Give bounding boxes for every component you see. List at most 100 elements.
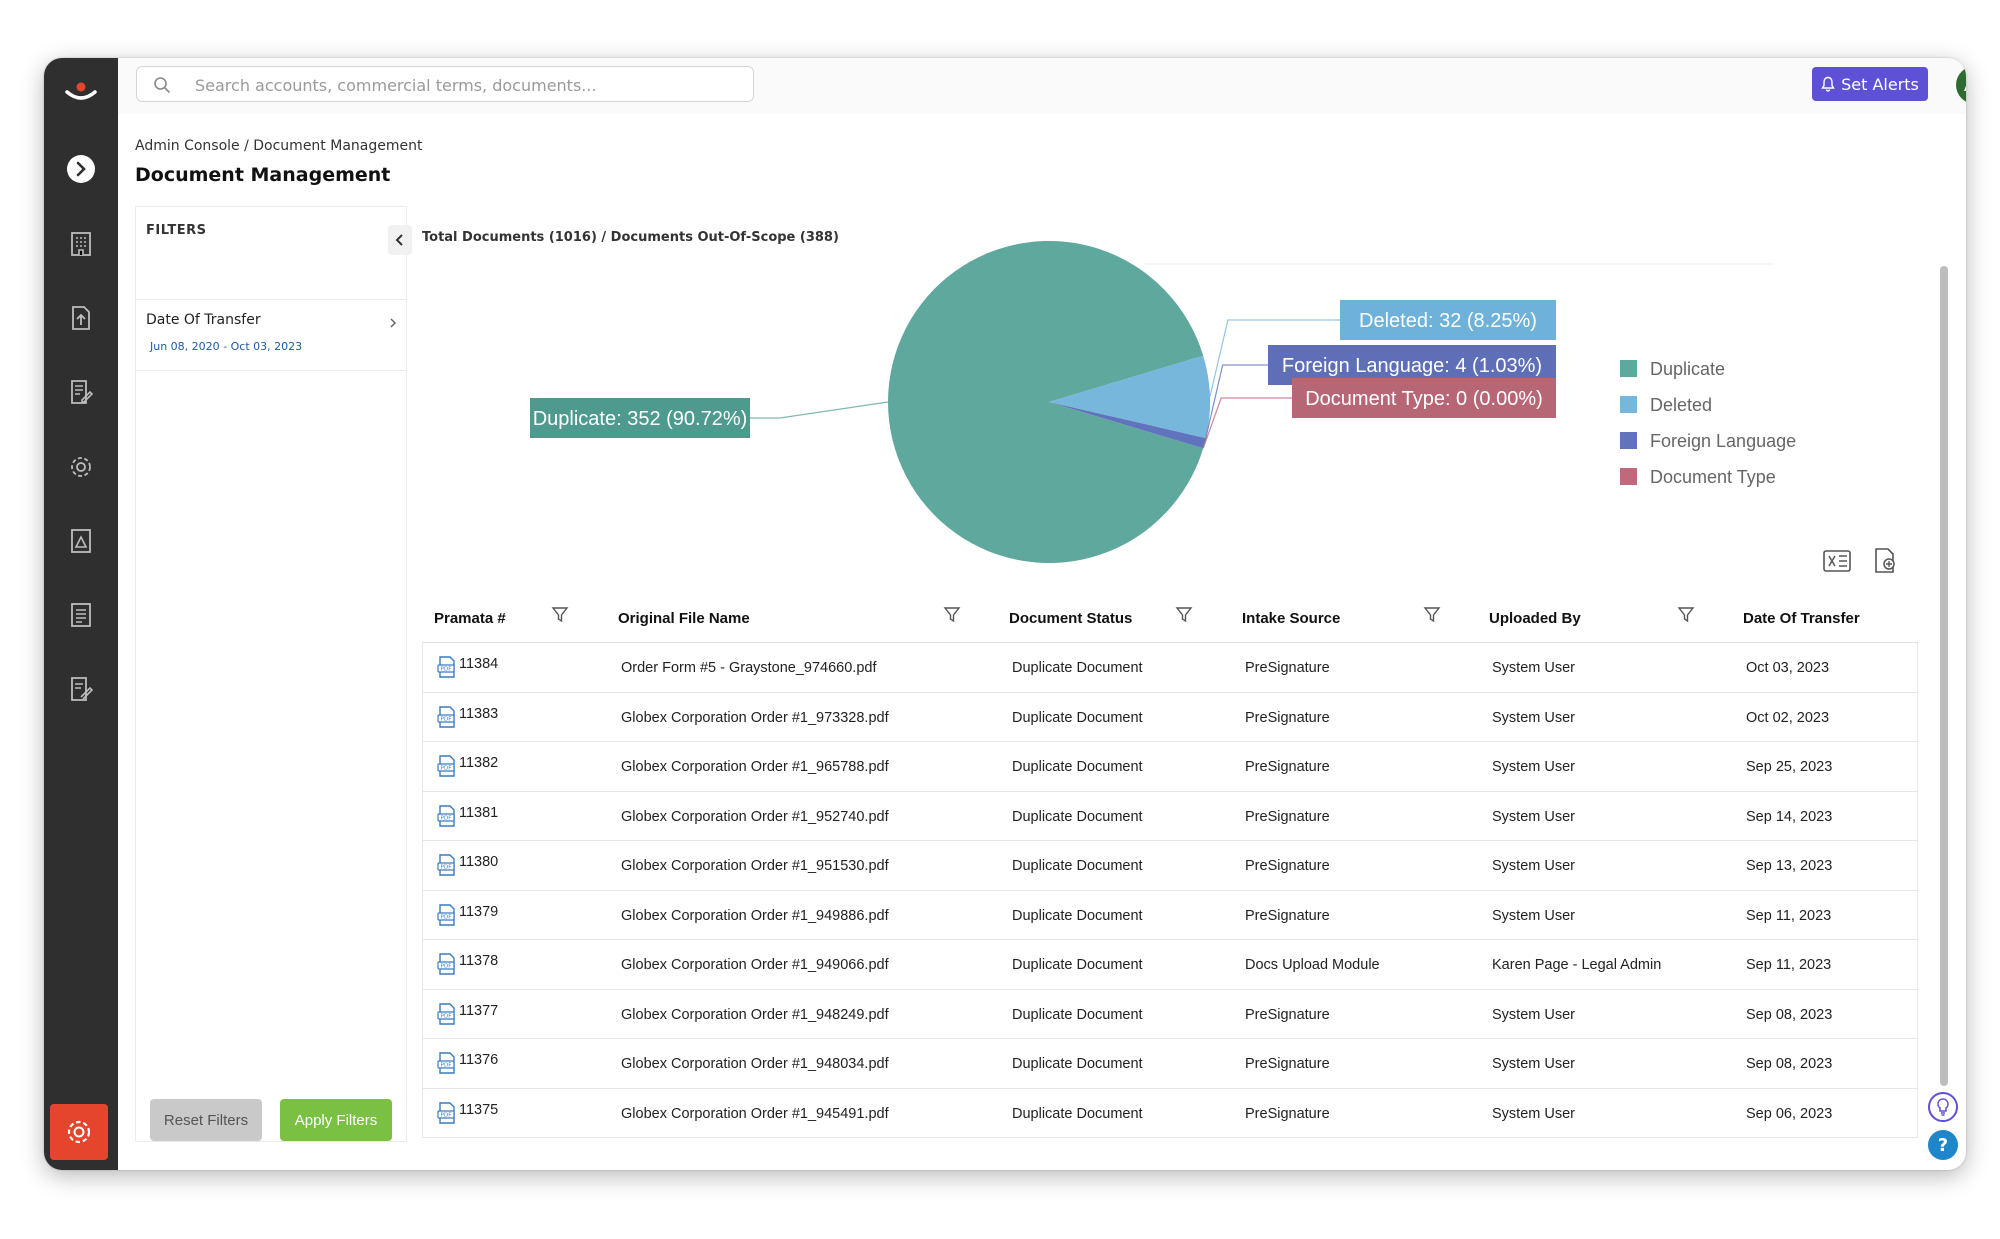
pdf-icon: PDF <box>437 953 455 975</box>
cell-uploaded-by: System User <box>1492 759 1575 775</box>
cell-document-status: Duplicate Document <box>1012 957 1143 973</box>
filter-icon[interactable] <box>943 606 961 624</box>
callout-line <box>750 401 889 419</box>
cell-file-name[interactable]: Globex Corporation Order #1_948249.pdf <box>621 1006 889 1023</box>
table-row[interactable]: PDF 11381 Globex Corporation Order #1_9527… <box>422 791 1918 841</box>
data-label: Duplicate: 352 (90.72%) <box>533 408 748 430</box>
cell-file-name[interactable]: Globex Corporation Order #1_973328.pdf <box>621 709 889 726</box>
data-label: Document Type: 0 (0.00%) <box>1305 388 1543 410</box>
sidebar <box>44 58 118 1170</box>
breadcrumb[interactable]: Admin Console / Document Management <box>135 138 423 154</box>
table-row[interactable]: PDF 11384 Order Form #5 - Graystone_974660… <box>422 643 1918 693</box>
data-label: Foreign Language: 4 (1.03%) <box>1282 355 1542 377</box>
table-row[interactable]: PDF 11378 Globex Corporation Order #1_9490… <box>422 940 1918 990</box>
cell-file-name[interactable]: Globex Corporation Order #1_949886.pdf <box>621 907 889 924</box>
pdf-icon: PDF <box>437 1002 455 1025</box>
document-list-icon[interactable] <box>44 591 118 639</box>
filter-date-of-transfer[interactable]: Date Of Transfer Jun 08, 2020 - Oct 03, … <box>136 299 406 371</box>
data-label-box <box>530 398 750 438</box>
help-icon[interactable]: ? <box>1928 1130 1958 1160</box>
cell-file-name[interactable]: Globex Corporation Order #1_952740.pdf <box>621 808 889 825</box>
table-row[interactable]: PDF 11382 Globex Corporation Order #1_9657… <box>422 742 1918 792</box>
table-row[interactable]: PDF 11376 Globex Corporation Order #1_9480… <box>422 1039 1918 1089</box>
expand-sidebar-button[interactable] <box>44 145 118 193</box>
svg-text:PDF: PDF <box>441 766 452 772</box>
building-icon[interactable] <box>44 220 118 268</box>
cell-pramata-id: 11381 <box>459 804 499 821</box>
legend-label: Duplicate <box>1650 359 1725 379</box>
cell-file-name[interactable]: Globex Corporation Order #1_948034.pdf <box>621 1056 889 1072</box>
cell-document-status: Duplicate Document <box>1012 808 1143 825</box>
filter-icon[interactable] <box>551 606 569 624</box>
cell-intake-source: PreSignature <box>1245 1006 1330 1023</box>
vertical-scrollbar[interactable] <box>1940 266 1948 1086</box>
svg-text:PDF: PDF <box>441 1063 452 1069</box>
table-row[interactable]: PDF 11383 Globex Corporation Order #1_9733… <box>422 692 1918 742</box>
collapse-filters-button[interactable] <box>388 225 412 255</box>
cell-uploaded-by: System User <box>1492 858 1575 874</box>
cell-file-name[interactable]: Order Form #5 - Graystone_974660.pdf <box>621 660 877 676</box>
cell-date-of-transfer: Sep 08, 2023 <box>1746 1006 1833 1023</box>
bell-icon <box>1821 76 1835 92</box>
filter-icon[interactable] <box>1423 606 1441 624</box>
pdf-icon: PDF <box>437 903 455 926</box>
apply-filters-button[interactable]: Apply Filters <box>280 1099 392 1141</box>
search-input[interactable] <box>193 67 737 103</box>
report-document-icon[interactable] <box>44 517 118 565</box>
cell-uploaded-by: System User <box>1492 1006 1575 1023</box>
cell-file-name[interactable]: Globex Corporation Order #1_965788.pdf <box>621 759 889 775</box>
cell-file-name[interactable]: Globex Corporation Order #1_949066.pdf <box>621 957 889 973</box>
column-header-date-of-transfer[interactable]: Date Of Transfer <box>1743 610 1860 627</box>
callout-line <box>1204 364 1268 444</box>
pdf-icon: PDF <box>437 804 455 827</box>
top-bar: Set Alerts AA <box>118 58 1966 114</box>
pdf-icon: PDF <box>437 705 455 728</box>
signature-document-icon[interactable] <box>44 665 118 713</box>
filter-icon[interactable] <box>1175 606 1193 624</box>
callout-line <box>1202 397 1292 449</box>
cell-document-status: Duplicate Document <box>1012 660 1143 676</box>
avatar[interactable]: AA <box>1956 66 1966 104</box>
cell-document-status: Duplicate Document <box>1012 759 1143 775</box>
cell-document-status: Duplicate Document <box>1012 1105 1143 1122</box>
export-document-icon[interactable] <box>1868 544 1902 578</box>
pdf-icon: PDF <box>437 1052 455 1074</box>
chevron-right-icon <box>67 155 95 183</box>
table-row[interactable]: PDF 11375 Globex Corporation Order #1_9454… <box>422 1088 1918 1138</box>
cell-uploaded-by: System User <box>1492 1105 1575 1122</box>
admin-settings-button[interactable] <box>50 1104 108 1160</box>
pie-slice-deleted <box>1049 355 1210 439</box>
export-excel-icon[interactable] <box>1820 544 1854 578</box>
table-row[interactable]: PDF 11380 Globex Corporation Order #1_9515… <box>422 841 1918 891</box>
reset-filters-button[interactable]: Reset Filters <box>150 1099 262 1141</box>
cell-file-name[interactable]: Globex Corporation Order #1_951530.pdf <box>621 858 889 874</box>
pie-slice-foreign-language <box>1049 402 1206 449</box>
settings-gear-icon[interactable] <box>44 443 118 491</box>
filters-title: FILTERS <box>146 223 207 238</box>
cell-file-name[interactable]: Globex Corporation Order #1_945491.pdf <box>621 1105 889 1122</box>
table-row[interactable]: PDF 11379 Globex Corporation Order #1_9498… <box>422 890 1918 940</box>
brand-logo[interactable] <box>44 68 118 116</box>
upload-document-icon[interactable] <box>44 294 118 342</box>
page-title: Document Management <box>135 164 391 186</box>
lightbulb-icon[interactable] <box>1928 1092 1958 1122</box>
search-box[interactable] <box>136 66 754 103</box>
column-header-uploaded-by[interactable]: Uploaded By <box>1489 610 1581 627</box>
cell-pramata-id: 11376 <box>459 1052 499 1068</box>
column-header-document-status[interactable]: Document Status <box>1009 610 1133 627</box>
table-row[interactable]: PDF 11377 Globex Corporation Order #1_9482… <box>422 989 1918 1039</box>
column-header-file-name[interactable]: Original File Name <box>618 610 750 627</box>
filter-icon[interactable] <box>1677 606 1695 624</box>
set-alerts-button[interactable]: Set Alerts <box>1812 67 1928 101</box>
cell-date-of-transfer: Sep 06, 2023 <box>1746 1105 1833 1122</box>
cell-pramata-id: 11377 <box>459 1002 499 1019</box>
cell-date-of-transfer: Oct 03, 2023 <box>1746 660 1830 676</box>
column-header-pramata[interactable]: Pramata # <box>434 610 506 627</box>
callout-line <box>1209 319 1340 397</box>
svg-text:PDF: PDF <box>441 865 452 871</box>
svg-text:PDF: PDF <box>441 1112 452 1118</box>
cell-intake-source: PreSignature <box>1245 1056 1330 1072</box>
cell-pramata-id: 11384 <box>459 656 499 672</box>
column-header-intake-source[interactable]: Intake Source <box>1242 610 1341 627</box>
edit-document-icon[interactable] <box>44 368 118 416</box>
